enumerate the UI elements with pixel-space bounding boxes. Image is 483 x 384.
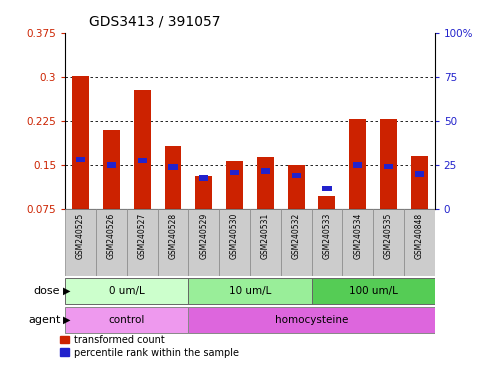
Text: ▶: ▶ — [63, 286, 71, 296]
Bar — [373, 209, 404, 276]
Bar — [415, 171, 424, 177]
Text: GSM240848: GSM240848 — [415, 213, 424, 259]
Text: 10 um/L: 10 um/L — [229, 286, 271, 296]
Bar — [188, 209, 219, 276]
Bar — [318, 196, 335, 209]
Bar — [342, 209, 373, 276]
Text: 0 um/L: 0 um/L — [109, 286, 145, 296]
Bar — [157, 209, 188, 276]
Text: ▶: ▶ — [63, 314, 71, 325]
Bar — [250, 209, 281, 276]
Bar — [127, 209, 157, 276]
Bar — [312, 278, 435, 304]
Bar — [76, 157, 85, 162]
Text: homocysteine: homocysteine — [275, 314, 348, 325]
Bar — [322, 186, 331, 191]
Bar — [384, 164, 393, 169]
Bar — [107, 162, 116, 168]
Text: GSM240530: GSM240530 — [230, 213, 239, 259]
Text: GSM240527: GSM240527 — [138, 213, 147, 259]
Bar — [96, 209, 127, 276]
Bar — [257, 157, 274, 209]
Text: GDS3413 / 391057: GDS3413 / 391057 — [89, 15, 221, 29]
Bar — [169, 164, 178, 170]
Bar — [103, 130, 120, 209]
Bar — [312, 209, 342, 276]
Bar — [188, 278, 312, 304]
Bar — [261, 168, 270, 174]
Bar — [219, 209, 250, 276]
Bar — [349, 119, 366, 209]
Bar — [380, 119, 397, 209]
Text: GSM240529: GSM240529 — [199, 213, 208, 259]
Bar — [404, 209, 435, 276]
Text: GSM240528: GSM240528 — [169, 213, 177, 259]
Bar — [226, 161, 243, 209]
Text: GSM240531: GSM240531 — [261, 213, 270, 259]
Bar — [188, 307, 435, 333]
Bar — [72, 76, 89, 209]
Bar — [138, 158, 147, 163]
Text: 100 um/L: 100 um/L — [349, 286, 398, 296]
Text: GSM240533: GSM240533 — [323, 213, 331, 259]
Bar — [230, 170, 239, 175]
Bar — [65, 278, 188, 304]
Bar — [281, 209, 312, 276]
Text: GSM240534: GSM240534 — [353, 213, 362, 259]
Text: GSM240525: GSM240525 — [76, 213, 85, 259]
Text: control: control — [109, 314, 145, 325]
Bar — [353, 162, 362, 168]
Bar — [195, 176, 212, 209]
Text: dose: dose — [34, 286, 60, 296]
Bar — [292, 173, 301, 179]
Text: GSM240535: GSM240535 — [384, 213, 393, 259]
Text: GSM240532: GSM240532 — [292, 213, 300, 259]
Text: GSM240526: GSM240526 — [107, 213, 116, 259]
Bar — [411, 156, 428, 209]
Bar — [65, 307, 188, 333]
Bar — [199, 175, 208, 181]
Legend: transformed count, percentile rank within the sample: transformed count, percentile rank withi… — [60, 335, 239, 358]
Text: agent: agent — [28, 314, 60, 325]
Bar — [134, 90, 151, 209]
Bar — [165, 146, 182, 209]
Bar — [288, 165, 305, 209]
Bar — [65, 209, 96, 276]
